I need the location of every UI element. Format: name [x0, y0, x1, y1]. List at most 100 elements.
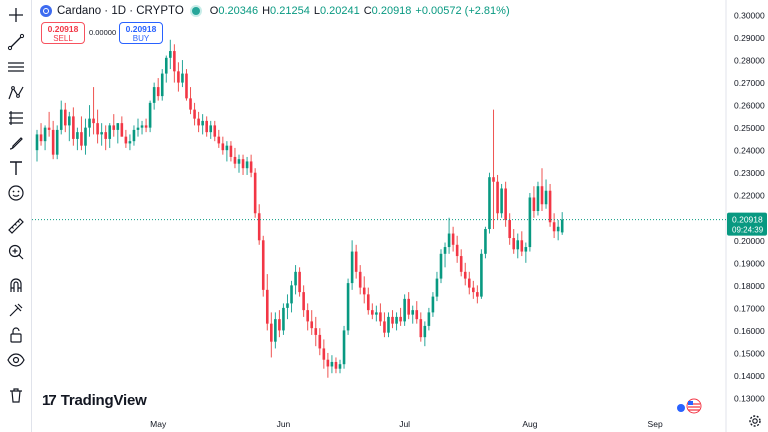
candle-body: [124, 136, 128, 144]
candle-body: [552, 222, 556, 232]
candle-body: [480, 253, 483, 297]
price-chart[interactable]: 0.13000 0.14000 0.15000 0.16000 0.17000 0.180…: [32, 0, 768, 432]
trash-icon[interactable]: [4, 383, 28, 407]
candle-body: [366, 294, 370, 311]
candle-body: [338, 364, 342, 369]
candle-body: [181, 73, 184, 83]
candle-body: [423, 325, 427, 338]
us-flag-event-icon[interactable]: [676, 398, 702, 414]
candle-body: [463, 271, 467, 279]
candle-body: [447, 233, 451, 248]
emoji-icon[interactable]: [4, 181, 28, 205]
candle-body: [455, 244, 459, 257]
y-tick-label: 0.28000: [734, 56, 765, 66]
candle-body: [472, 287, 475, 293]
candle-body: [358, 271, 362, 288]
candle-body: [395, 316, 398, 324]
x-tick-label: Jun: [277, 419, 291, 429]
ohlc-open-value: 0.20346: [218, 5, 259, 17]
candle-body: [532, 197, 536, 212]
candle-body: [169, 51, 172, 58]
lock-drawing-icon[interactable]: [4, 298, 28, 322]
candle-body: [528, 197, 532, 248]
candle-body: [282, 307, 285, 331]
bar-countdown: 09:24:39: [732, 226, 764, 235]
candle-body: [43, 127, 47, 142]
candle-body: [100, 132, 103, 135]
eye-icon[interactable]: [4, 348, 28, 372]
sell-label: SELL: [53, 34, 73, 43]
y-tick-label: 0.26000: [734, 101, 765, 111]
spread-value: 0.00000: [89, 28, 117, 37]
ohlc-low-value: 0.20241: [319, 5, 360, 17]
tradingview-logo[interactable]: 17 TradingView: [42, 392, 147, 409]
candle-body: [484, 229, 487, 254]
candle-body: [185, 73, 188, 99]
pattern-icon[interactable]: [4, 81, 28, 105]
sell-price: 0.20918: [47, 24, 79, 34]
candle-body: [520, 240, 524, 252]
candle-body: [500, 188, 503, 214]
y-tick-label: 0.15000: [734, 348, 765, 358]
candle-body: [286, 303, 289, 308]
candle-body: [379, 312, 382, 322]
zoom-in-icon[interactable]: [4, 240, 28, 264]
candle-body: [306, 310, 309, 322]
candle-body: [160, 73, 164, 97]
ohlc-close-key: C: [363, 5, 372, 17]
candle-body: [427, 312, 431, 326]
ohlc-low-key: L: [313, 5, 320, 17]
y-tick-label: 0.14000: [734, 371, 765, 381]
candle-body: [233, 156, 237, 164]
ohlc-close-value: 0.20918: [371, 5, 412, 17]
candle-body: [504, 188, 507, 221]
sell-button[interactable]: 0.20918 SELL: [41, 22, 85, 44]
trend-line-icon[interactable]: [4, 30, 28, 54]
candle-body: [476, 292, 479, 297]
gear-icon[interactable]: [748, 414, 762, 428]
candle-body: [508, 220, 511, 239]
horizontal-lines-icon[interactable]: [4, 55, 28, 79]
candle-body: [322, 348, 326, 360]
candle-body: [391, 316, 394, 324]
candle-body: [431, 296, 435, 313]
candle-body: [371, 310, 374, 315]
candle-body: [496, 181, 499, 214]
candle-body: [128, 141, 132, 144]
y-tick-label: 0.30000: [734, 11, 765, 21]
crosshair-icon[interactable]: [4, 3, 28, 27]
candle-body: [213, 125, 217, 137]
symbol-title[interactable]: Cardano · 1D · CRYPTO: [57, 5, 184, 17]
candle-body: [375, 312, 378, 315]
candle-body: [148, 102, 152, 128]
text-icon[interactable]: [4, 156, 28, 180]
drawing-toolbar: [0, 0, 32, 432]
candle-body: [197, 118, 200, 126]
current-price-value: 0.20918: [732, 215, 763, 225]
fib-icon[interactable]: [4, 106, 28, 130]
candle-body: [403, 298, 406, 322]
candle-body: [136, 127, 140, 130]
candle-body: [346, 283, 350, 331]
candle-body: [411, 310, 415, 315]
candle-body: [249, 161, 253, 173]
ruler-icon[interactable]: [4, 214, 28, 238]
candle-body: [524, 247, 528, 252]
candle-body: [164, 57, 168, 74]
candle-body: [435, 278, 439, 297]
candle-body: [459, 256, 463, 272]
buy-button[interactable]: 0.20918 BUY: [119, 22, 163, 44]
ohlc-high-key: H: [262, 5, 271, 17]
candle-body: [221, 143, 225, 151]
candle-body: [274, 319, 277, 342]
magnet-icon[interactable]: [4, 273, 28, 297]
candle-body: [278, 319, 281, 331]
x-tick-label: Sep: [648, 419, 663, 429]
candle-body: [68, 116, 71, 126]
candle-body: [63, 109, 67, 126]
unlock-icon[interactable]: [4, 323, 28, 347]
candle-body: [35, 134, 39, 151]
candle-body: [387, 316, 390, 333]
brush-icon[interactable]: [4, 131, 28, 155]
y-tick-label: 0.20000: [734, 236, 765, 246]
